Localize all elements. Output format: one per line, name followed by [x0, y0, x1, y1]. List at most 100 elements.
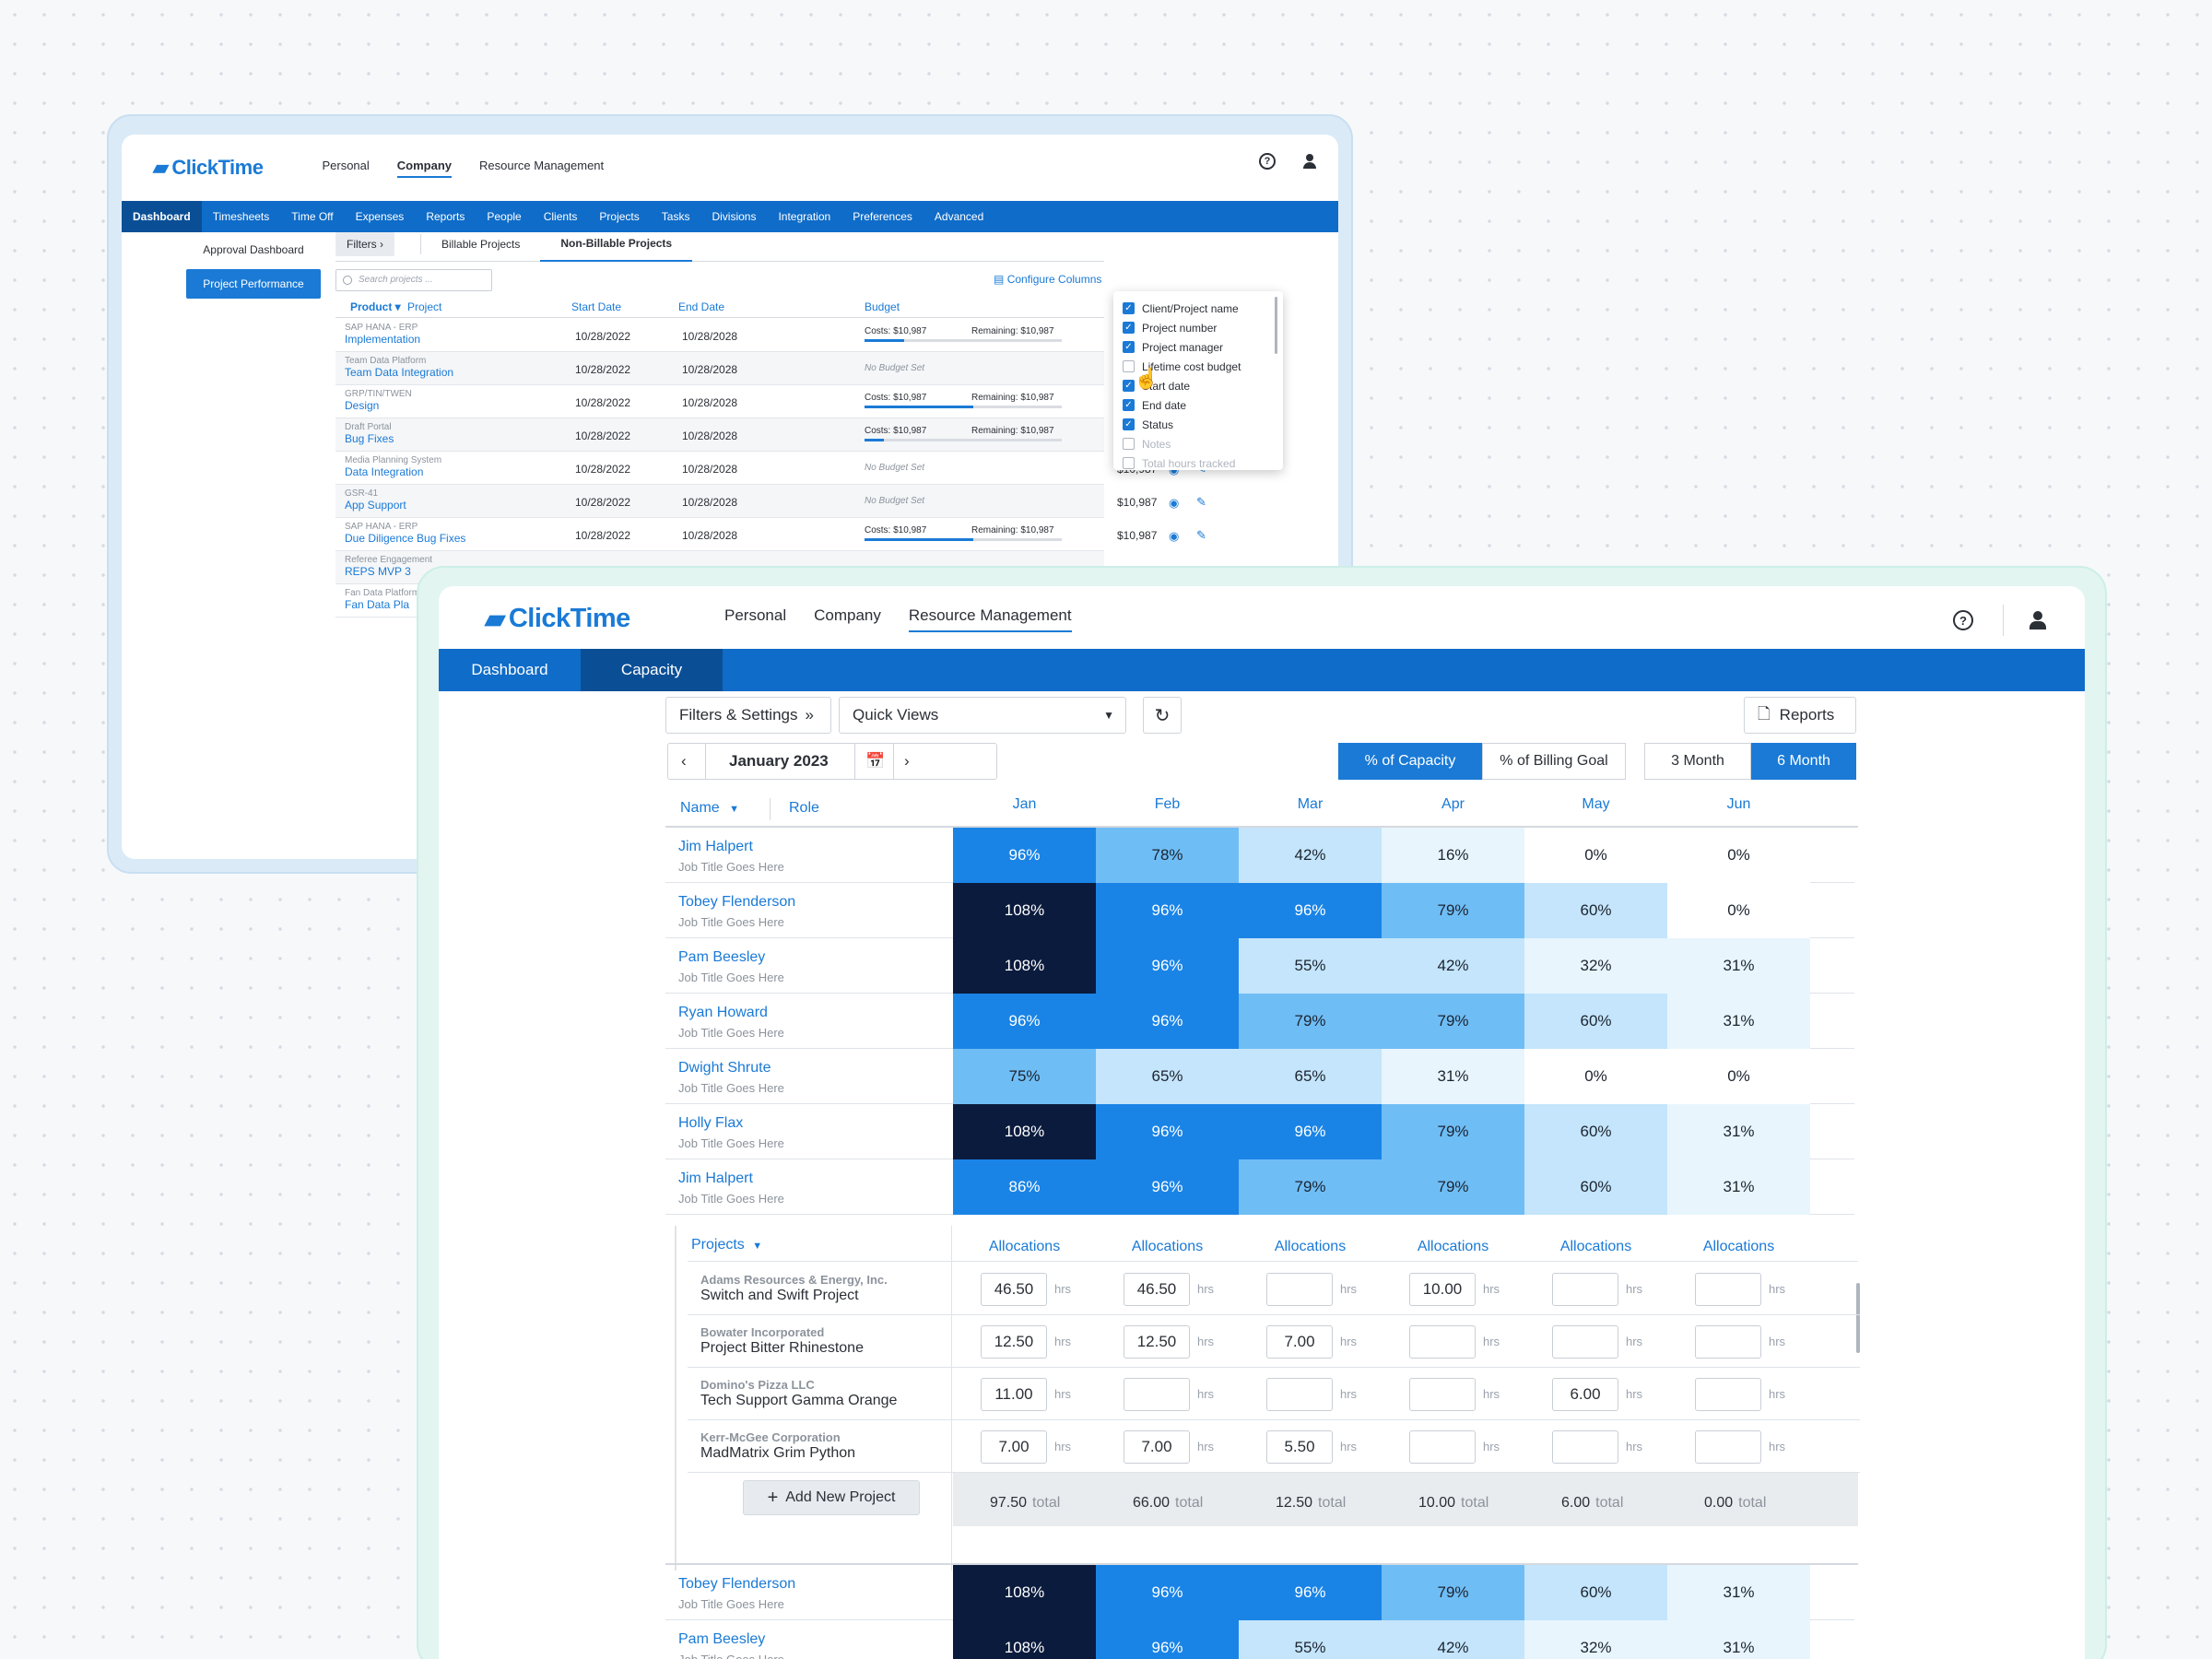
column-option[interactable]: ✓ Start date — [1123, 376, 1274, 395]
nav-item-integration[interactable]: Integration — [778, 210, 831, 223]
column-header-project[interactable]: Project — [407, 300, 442, 313]
nav-item-time-off[interactable]: Time Off — [291, 210, 334, 223]
hours-input[interactable]: 12.50 — [981, 1325, 1047, 1359]
capacity-cell[interactable]: 60% — [1524, 994, 1667, 1049]
capacity-cell[interactable]: 79% — [1382, 1159, 1524, 1215]
table-row[interactable]: Media Planning System Data Integration 10/… — [335, 452, 1206, 485]
capacity-cell[interactable]: 96% — [953, 828, 1096, 883]
clicktime-logo[interactable]: ▰ ClickTime — [153, 156, 264, 179]
hours-input[interactable] — [1552, 1325, 1618, 1359]
capacity-cell[interactable]: 0% — [1524, 1049, 1667, 1104]
filters-settings-button[interactable]: Filters & Settings» — [665, 697, 831, 734]
person-name[interactable]: Ryan Howard — [678, 1005, 768, 1020]
capacity-cell[interactable]: 79% — [1382, 994, 1524, 1049]
column-option[interactable]: ✓ Status — [1123, 415, 1274, 434]
person-name[interactable]: Holly Flax — [678, 1115, 744, 1131]
top-nav-item[interactable]: Resource Management — [479, 158, 605, 172]
hours-input[interactable]: 7.00 — [1266, 1325, 1333, 1359]
filters-button[interactable]: Filters › — [335, 231, 395, 256]
column-header-product[interactable]: Product ▾ — [350, 300, 401, 313]
checkbox[interactable]: ✓ — [1123, 322, 1135, 334]
edit-icon[interactable]: ✎ — [1196, 495, 1206, 509]
hours-input[interactable]: 46.50 — [981, 1273, 1047, 1306]
person-name[interactable]: Jim Halpert — [678, 839, 753, 854]
capacity-cell[interactable]: 78% — [1096, 828, 1239, 883]
capacity-cell[interactable]: 108% — [953, 1104, 1096, 1159]
top-nav-item[interactable]: Personal — [322, 158, 370, 172]
help-icon[interactable]: ? — [1953, 610, 1973, 630]
clicktime-logo[interactable]: ▰ ClickTime — [485, 604, 630, 634]
user-icon[interactable] — [1301, 153, 1318, 170]
capacity-cell[interactable]: 31% — [1667, 1620, 1810, 1659]
column-option[interactable]: Notes — [1123, 434, 1274, 453]
capacity-cell[interactable]: 0% — [1667, 828, 1810, 883]
capacity-cell[interactable]: 79% — [1382, 1565, 1524, 1620]
tab-billable[interactable]: Billable Projects — [441, 237, 521, 251]
capacity-cell[interactable]: 60% — [1524, 1159, 1667, 1215]
table-row[interactable]: SAP HANA - ERP Implementation 10/28/2022 10… — [335, 319, 1104, 352]
capacity-cell[interactable]: 31% — [1667, 1104, 1810, 1159]
capacity-cell[interactable]: 79% — [1239, 994, 1382, 1049]
capacity-cell[interactable]: 55% — [1239, 938, 1382, 994]
capacity-cell[interactable]: 108% — [953, 883, 1096, 938]
hours-input[interactable] — [1124, 1378, 1190, 1411]
tab-dashboard[interactable]: Dashboard — [471, 661, 548, 678]
column-header-name[interactable]: Name ▼ — [680, 800, 740, 816]
capacity-cell[interactable]: 108% — [953, 1620, 1096, 1659]
person-row[interactable]: Pam Beesley Job Title Goes Here 108%96%55%… — [665, 938, 1854, 994]
person-row[interactable]: Holly Flax Job Title Goes Here 108% 96% 96% 7… — [665, 1104, 1854, 1159]
person-name[interactable]: Pam Beesley — [678, 949, 766, 965]
hours-input[interactable] — [1695, 1430, 1761, 1464]
hours-input[interactable] — [1695, 1273, 1761, 1306]
nav-item-timesheets[interactable]: Timesheets — [212, 210, 270, 223]
table-row[interactable]: Team Data Platform Team Data Integration 1… — [335, 352, 1104, 385]
hours-input[interactable]: 11.00 — [981, 1378, 1047, 1411]
nav-item-dashboard[interactable]: Dashboard — [122, 201, 202, 232]
capacity-cell[interactable]: 31% — [1667, 994, 1810, 1049]
dropdown-scrollbar[interactable] — [1275, 297, 1277, 354]
project-link[interactable]: Data Integration — [345, 465, 424, 478]
capacity-cell[interactable]: 96% — [1239, 883, 1382, 938]
edit-icon[interactable]: ✎ — [1196, 528, 1206, 542]
tab-non-billable[interactable]: Non-Billable Projects — [540, 227, 693, 262]
hours-input[interactable]: 7.00 — [1124, 1430, 1190, 1464]
person-row[interactable]: Pam Beesley Job Title Goes Here 108%96%55%… — [665, 1620, 1854, 1659]
hours-input[interactable]: 5.50 — [1266, 1430, 1333, 1464]
project-link[interactable]: Fan Data Pla — [345, 598, 410, 611]
capacity-cell[interactable]: 79% — [1239, 1159, 1382, 1215]
hours-input[interactable] — [1552, 1273, 1618, 1306]
quick-views-select[interactable]: Quick Views ▼ — [839, 697, 1126, 734]
search-input[interactable]: Search projects ... — [335, 269, 492, 291]
mode-billing-goal[interactable]: % of Billing Goal — [1482, 743, 1626, 780]
hours-input[interactable] — [1409, 1378, 1476, 1411]
mode-capacity[interactable]: % of Capacity — [1338, 743, 1482, 780]
column-header-budget[interactable]: Budget — [865, 300, 900, 313]
capacity-cell[interactable]: 96% — [1096, 1565, 1239, 1620]
tab-capacity[interactable]: Capacity — [581, 649, 723, 691]
view-icon[interactable]: ◉ — [1169, 496, 1180, 510]
table-row[interactable]: Draft Portal Bug Fixes 10/28/2022 10/28/202… — [335, 418, 1104, 452]
capacity-cell[interactable]: 96% — [1096, 883, 1239, 938]
table-row[interactable]: SAP HANA - ERP Due Diligence Bug Fixes 10/… — [335, 518, 1206, 551]
sidebar-item-project-performance[interactable]: Project Performance — [186, 269, 321, 299]
help-icon[interactable]: ? — [1259, 153, 1276, 170]
person-name[interactable]: Tobey Flenderson — [678, 1576, 796, 1592]
hours-input[interactable] — [1409, 1430, 1476, 1464]
checkbox[interactable]: ✓ — [1123, 399, 1135, 411]
project-link[interactable]: Team Data Integration — [345, 366, 454, 379]
nav-item-preferences[interactable]: Preferences — [853, 210, 912, 223]
column-header-role[interactable]: Role — [789, 800, 819, 816]
user-icon[interactable] — [2028, 610, 2048, 630]
person-row[interactable]: Ryan Howard Job Title Goes Here 96% 96% 79% 7… — [665, 994, 1854, 1049]
reports-button[interactable]: 🗋 Reports — [1744, 697, 1856, 734]
top-nav-item[interactable]: Resource Management — [908, 606, 1072, 632]
column-option[interactable]: Total hours tracked — [1123, 453, 1274, 473]
nav-item-advanced[interactable]: Advanced — [934, 210, 984, 223]
nav-item-tasks[interactable]: Tasks — [661, 210, 690, 223]
range-6-month[interactable]: 6 Month — [1751, 743, 1856, 780]
nav-item-projects[interactable]: Projects — [599, 210, 640, 223]
hours-input[interactable] — [1266, 1378, 1333, 1411]
projects-header[interactable]: Projects ▼ — [691, 1237, 763, 1253]
column-option[interactable]: Lifetime cost budget — [1123, 357, 1274, 376]
capacity-cell[interactable]: 31% — [1667, 938, 1810, 994]
